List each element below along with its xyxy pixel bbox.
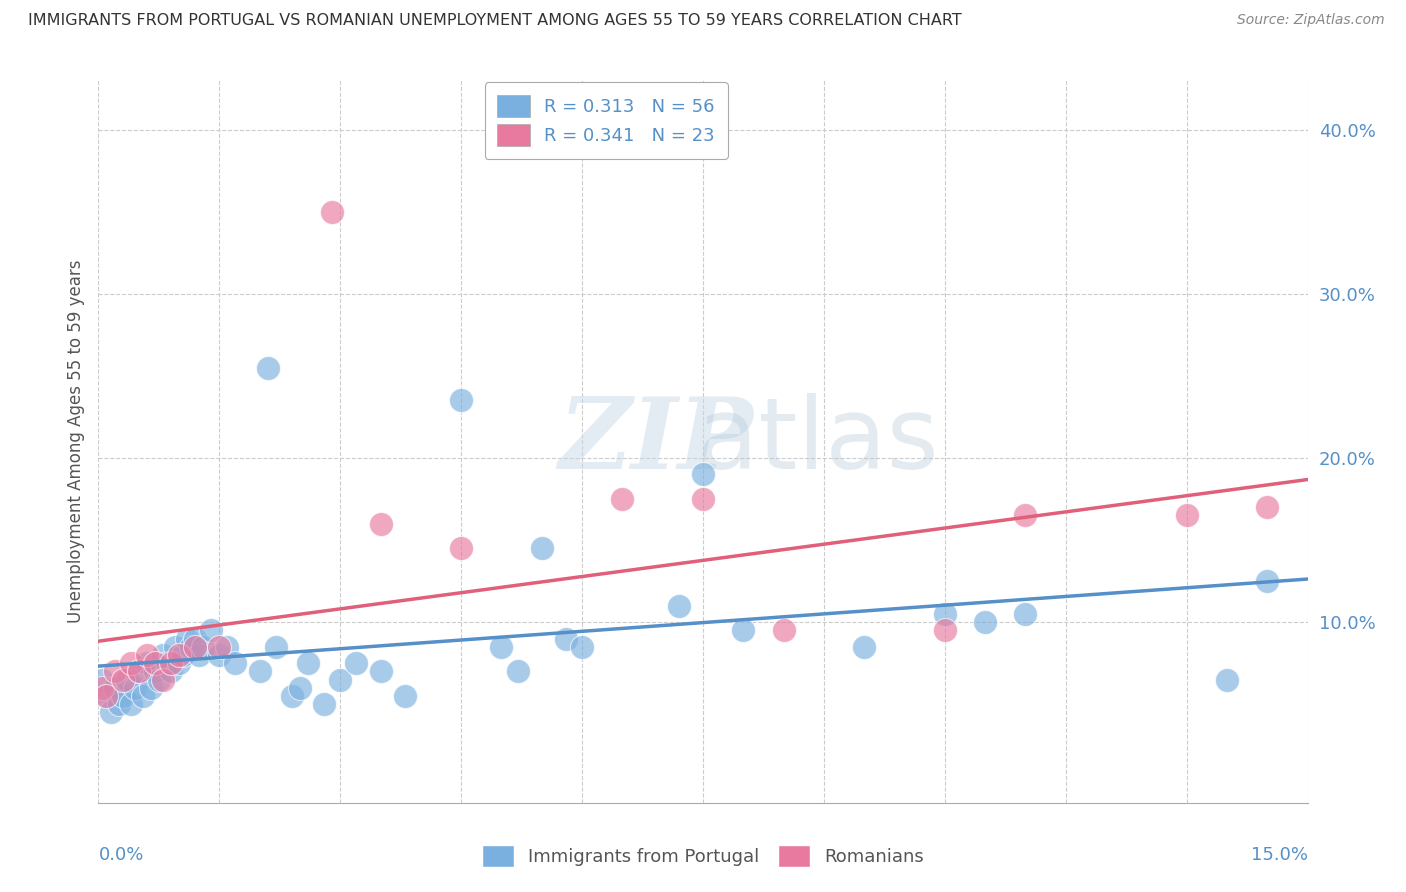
Point	[1175, 508, 1198, 523]
Point	[100, 706, 122, 720]
Point	[1256, 574, 1278, 588]
Point	[314, 698, 336, 712]
Point	[208, 648, 231, 662]
Point	[491, 640, 513, 654]
Point	[124, 681, 146, 695]
Point	[249, 665, 271, 679]
Point	[264, 640, 287, 654]
Point	[111, 673, 134, 687]
Point	[143, 665, 166, 679]
Point	[176, 632, 198, 646]
Point	[103, 665, 125, 679]
Point	[555, 632, 578, 646]
Point	[450, 393, 472, 408]
Point	[853, 640, 876, 654]
Legend: R = 0.313   N = 56, R = 0.341   N = 23: R = 0.313 N = 56, R = 0.341 N = 23	[485, 82, 728, 159]
Point	[329, 673, 352, 687]
Point	[96, 689, 118, 703]
Point	[394, 689, 416, 703]
Point	[321, 204, 343, 219]
Point	[281, 689, 304, 703]
Point	[934, 607, 956, 621]
Point	[91, 673, 114, 687]
Point	[772, 624, 794, 638]
Point	[107, 698, 129, 712]
Point	[160, 657, 183, 671]
Point	[188, 648, 211, 662]
Point	[139, 681, 162, 695]
Point	[1014, 607, 1036, 621]
Point	[180, 640, 202, 654]
Text: ZIP: ZIP	[558, 393, 752, 490]
Point	[370, 665, 392, 679]
Point	[103, 681, 125, 695]
Point	[152, 648, 174, 662]
Point	[115, 673, 138, 687]
Point	[163, 640, 186, 654]
Point	[224, 657, 246, 671]
Point	[132, 689, 155, 703]
Point	[167, 648, 190, 662]
Y-axis label: Unemployment Among Ages 55 to 59 years: Unemployment Among Ages 55 to 59 years	[66, 260, 84, 624]
Point	[120, 657, 142, 671]
Point	[506, 665, 529, 679]
Point	[256, 360, 278, 375]
Text: IMMIGRANTS FROM PORTUGAL VS ROMANIAN UNEMPLOYMENT AMONG AGES 55 TO 59 YEARS CORR: IMMIGRANTS FROM PORTUGAL VS ROMANIAN UNE…	[28, 13, 962, 29]
Point	[91, 681, 114, 695]
Point	[692, 491, 714, 506]
Point	[692, 467, 714, 482]
Point	[156, 657, 179, 671]
Text: Source: ZipAtlas.com: Source: ZipAtlas.com	[1237, 13, 1385, 28]
Point	[128, 665, 150, 679]
Point	[450, 541, 472, 556]
Text: atlas: atlas	[697, 393, 939, 490]
Point	[160, 665, 183, 679]
Point	[135, 648, 157, 662]
Point	[1256, 500, 1278, 515]
Point	[148, 673, 170, 687]
Point	[184, 640, 207, 654]
Point	[612, 491, 634, 506]
Point	[193, 640, 215, 654]
Point	[1014, 508, 1036, 523]
Point	[370, 516, 392, 531]
Point	[120, 698, 142, 712]
Point	[167, 657, 190, 671]
Point	[974, 615, 997, 630]
Point	[172, 648, 194, 662]
Point	[297, 657, 319, 671]
Point	[344, 657, 367, 671]
Point	[208, 640, 231, 654]
Point	[200, 624, 222, 638]
Point	[1216, 673, 1239, 687]
Point	[143, 657, 166, 671]
Text: 0.0%: 0.0%	[98, 847, 143, 864]
Point	[184, 632, 207, 646]
Point	[135, 657, 157, 671]
Point	[530, 541, 553, 556]
Point	[733, 624, 755, 638]
Point	[217, 640, 239, 654]
Point	[128, 665, 150, 679]
Point	[96, 689, 118, 703]
Point	[571, 640, 593, 654]
Point	[934, 624, 956, 638]
Text: 15.0%: 15.0%	[1250, 847, 1308, 864]
Point	[668, 599, 690, 613]
Legend: Immigrants from Portugal, Romanians: Immigrants from Portugal, Romanians	[474, 838, 932, 874]
Point	[288, 681, 311, 695]
Point	[152, 673, 174, 687]
Point	[111, 689, 134, 703]
